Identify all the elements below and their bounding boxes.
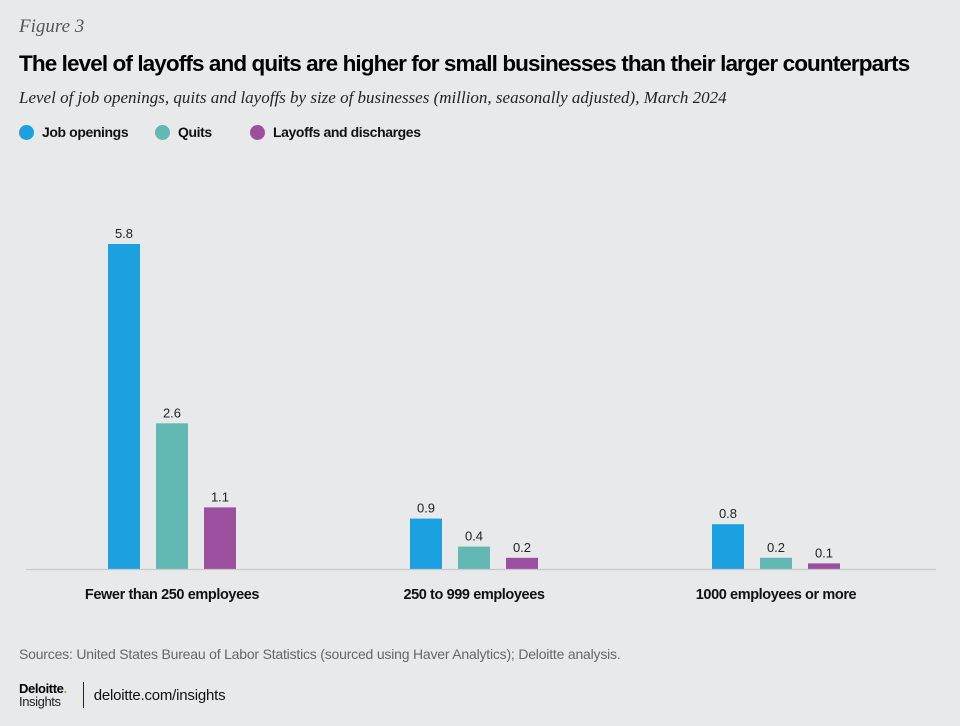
bar-layoffs-and-discharges-2 xyxy=(808,563,840,569)
footer-link[interactable]: deloitte.com/insights xyxy=(93,686,226,704)
figure-label: Figure 3 xyxy=(19,16,85,37)
bar-layoffs-and-discharges-1 xyxy=(506,557,538,569)
bar-layoffs-and-discharges-0 xyxy=(204,507,236,569)
bar-quits-2 xyxy=(760,557,792,569)
legend-swatch-quits xyxy=(155,124,170,140)
logo-brand-text: Deloitte xyxy=(19,681,64,696)
sources-note: Sources: United States Bureau of Labor S… xyxy=(19,646,621,662)
footer: Deloitte. Insights deloitte.com/insights xyxy=(19,682,226,708)
data-label: 0.2 xyxy=(767,540,785,555)
logo-sub: Insights xyxy=(19,694,61,709)
logo-green-dot: . xyxy=(63,681,67,696)
bar-quits-0 xyxy=(156,423,188,569)
footer-divider xyxy=(82,682,84,708)
data-label: 2.6 xyxy=(163,405,181,420)
data-label: 0.1 xyxy=(815,545,833,560)
data-label: 0.2 xyxy=(513,540,531,555)
legend: Job openings Quits Layoffs and discharge… xyxy=(19,124,421,140)
legend-item-job-openings: Job openings xyxy=(19,124,155,140)
legend-swatch-job-openings xyxy=(19,124,34,140)
bar-job-openings-2 xyxy=(712,524,744,569)
bar-quits-1 xyxy=(458,546,490,569)
category-label: 250 to 999 employees xyxy=(403,587,544,603)
chart-subtitle: Level of job openings, quits and layoffs… xyxy=(19,88,727,107)
legend-label: Job openings xyxy=(42,124,129,140)
logo-brand: Deloitte. xyxy=(19,682,67,695)
bar-job-openings-0 xyxy=(108,244,140,569)
category-label: 1000 employees or more xyxy=(696,587,857,603)
data-label: 0.8 xyxy=(719,506,737,521)
data-label: 1.1 xyxy=(211,489,229,504)
legend-swatch-layoffs xyxy=(250,124,265,140)
data-label: 5.8 xyxy=(115,226,133,241)
deloitte-insights-logo: Deloitte. Insights xyxy=(19,682,67,708)
chart-title: The level of layoffs and quits are highe… xyxy=(19,51,910,76)
legend-label: Layoffs and discharges xyxy=(273,124,421,140)
legend-item-layoffs: Layoffs and discharges xyxy=(250,124,421,140)
category-label: Fewer than 250 employees xyxy=(85,587,259,603)
data-label: 0.9 xyxy=(417,501,435,516)
legend-label: Quits xyxy=(178,124,212,140)
data-label: 0.4 xyxy=(465,529,483,544)
bar-job-openings-1 xyxy=(410,518,442,569)
legend-item-quits: Quits xyxy=(155,124,250,140)
